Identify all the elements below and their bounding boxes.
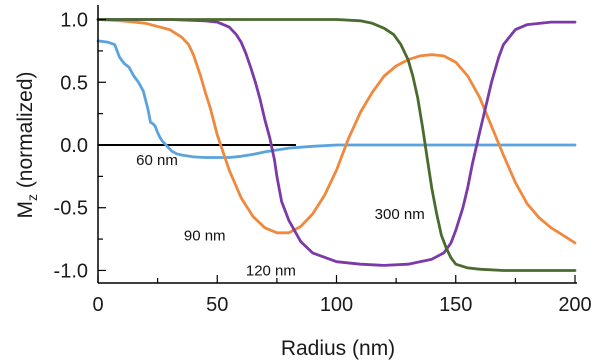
axes-layer: [97, 5, 577, 284]
series-line-120-nm: [96, 18, 577, 267]
series-line-60-nm: [96, 39, 577, 159]
series-annotation: 60 nm: [136, 152, 178, 169]
tick-label-layer: 1.0 0.5 0.0 -0.5 -1.00 50 100 150 200: [54, 10, 592, 316]
y-axis-title-sub: z: [24, 194, 40, 201]
y-axis-title-main: M: [14, 201, 37, 219]
x-tick-label: 0: [92, 294, 103, 316]
y-axis-title-rest: (normalized): [14, 71, 37, 194]
y-tick-label: 0.5: [60, 72, 88, 94]
series-line-300-nm: [96, 18, 577, 272]
y-tick-label: -0.5: [54, 198, 88, 220]
x-tick-label: 200: [558, 294, 591, 316]
series-annotation: 90 nm: [184, 227, 226, 244]
annotation-layer: 60 nm 90 nm 120 nm 300 nm: [136, 152, 425, 279]
x-tick-label: 150: [439, 294, 472, 316]
x-tick-label: 100: [320, 294, 353, 316]
series-layer: [96, 18, 577, 272]
x-tick-label: 50: [206, 294, 228, 316]
series-annotation: 120 nm: [246, 262, 296, 279]
y-tick-label: 0.0: [60, 135, 88, 157]
y-tick-label: -1.0: [54, 260, 88, 282]
y-tick-label: 1.0: [60, 10, 88, 32]
series-annotation: 300 nm: [375, 206, 425, 223]
series-line-90-nm: [96, 18, 577, 245]
x-axis-title: Radius (nm): [281, 337, 395, 360]
y-axis-title: Mz (normalized): [14, 71, 40, 218]
